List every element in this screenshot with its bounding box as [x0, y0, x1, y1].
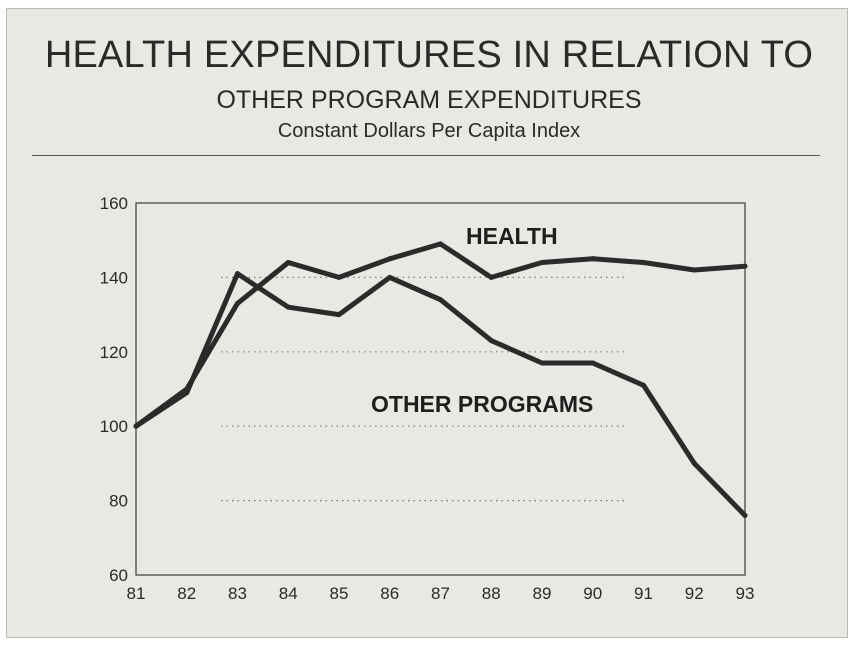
- data-point-other-programs: [235, 271, 240, 277]
- data-point-health: [742, 263, 748, 269]
- chart-title: HEALTH EXPENDITURES IN RELATION TO: [44, 34, 814, 76]
- data-point-health: [387, 256, 393, 262]
- y-tick-label: 100: [100, 417, 128, 436]
- x-tick-label: 86: [380, 584, 399, 603]
- x-tick-label: 92: [685, 584, 704, 603]
- y-tick-label: 60: [109, 566, 128, 585]
- data-point-health: [285, 260, 291, 266]
- x-tick-label: 84: [279, 584, 298, 603]
- y-tick-label: 120: [100, 343, 128, 362]
- data-point-health: [641, 260, 646, 266]
- x-tick-label: 83: [228, 584, 247, 603]
- x-tick-label: 90: [583, 584, 602, 603]
- chart-subtitle: OTHER PROGRAM EXPENDITURES: [216, 86, 642, 114]
- data-point-other-programs: [742, 512, 748, 518]
- x-tick-label: 88: [482, 584, 501, 603]
- data-point-other-programs: [184, 390, 190, 396]
- data-point-other-programs: [590, 360, 596, 366]
- data-point-other-programs: [285, 304, 291, 310]
- x-tick-label: 81: [127, 584, 146, 603]
- data-point-health: [539, 260, 545, 266]
- data-point-health: [691, 267, 697, 273]
- data-point-other-programs: [691, 460, 697, 466]
- x-tick-label: 89: [533, 584, 552, 603]
- series-label-health: HEALTH: [466, 223, 558, 249]
- data-point-health: [590, 256, 596, 262]
- y-tick-label: 80: [109, 492, 128, 511]
- data-point-other-programs: [438, 297, 443, 303]
- x-tick-label: 82: [177, 584, 196, 603]
- plot-frame: [135, 202, 746, 576]
- chart-panel: [6, 8, 848, 638]
- y-tick-label: 140: [100, 268, 128, 287]
- data-point-health: [336, 274, 342, 280]
- x-tick-label: 91: [634, 584, 653, 603]
- data-point-health: [235, 300, 240, 306]
- data-point-health: [488, 274, 494, 280]
- header-divider: [32, 155, 820, 156]
- data-point-other-programs: [133, 423, 139, 429]
- x-tick-label: 85: [330, 584, 349, 603]
- y-tick-label: 160: [100, 194, 128, 213]
- x-tick-label: 93: [736, 584, 755, 603]
- series-label-other-programs: OTHER PROGRAMS: [371, 391, 593, 417]
- data-point-other-programs: [336, 312, 342, 318]
- data-point-other-programs: [488, 338, 494, 344]
- chart-units-caption: Constant Dollars Per Capita Index: [277, 120, 581, 142]
- data-point-other-programs: [387, 274, 393, 280]
- data-point-health: [438, 241, 443, 247]
- data-point-other-programs: [641, 382, 646, 388]
- data-point-other-programs: [539, 360, 545, 366]
- x-tick-label: 87: [431, 584, 450, 603]
